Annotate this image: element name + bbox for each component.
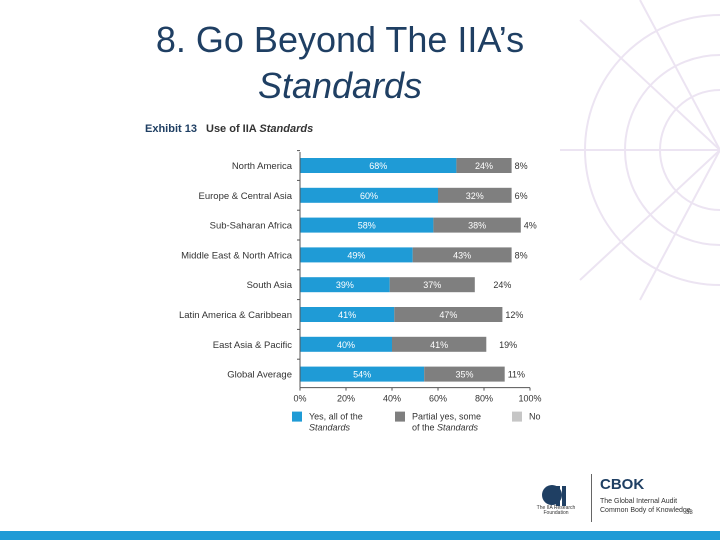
slide-title: 8. Go Beyond The IIA’s <box>155 19 525 60</box>
bar-segment <box>392 336 487 352</box>
logo-divider <box>591 474 592 522</box>
data-label: 11% <box>508 370 525 380</box>
iia-foundation-text: The IIA Research Foundation <box>536 505 576 516</box>
data-label: 43% <box>453 250 471 260</box>
x-tick-label: 0% <box>293 394 306 404</box>
legend-label-line2: of the Standards <box>412 423 479 433</box>
x-tick-label: 60% <box>429 394 447 404</box>
data-label: 8% <box>515 250 528 260</box>
bar-segment <box>300 217 434 233</box>
bar-segment <box>433 217 521 233</box>
data-label: 58% <box>358 221 376 231</box>
legend-swatch <box>395 411 405 422</box>
legend-swatch <box>512 411 522 422</box>
legend-swatch <box>292 411 302 422</box>
cbok-wordmark: CBOK <box>600 476 645 493</box>
data-label: 40% <box>337 340 355 350</box>
bar-segment <box>456 158 512 173</box>
data-label: 37% <box>423 280 441 290</box>
x-tick-label: 40% <box>383 394 401 404</box>
data-label: 41% <box>430 340 448 350</box>
data-label: 60% <box>360 191 378 201</box>
footer-accent-bar <box>0 531 720 540</box>
data-label: 49% <box>347 250 365 260</box>
bar-segment <box>394 307 503 322</box>
data-label: 32% <box>466 191 484 201</box>
category-label: Sub-Saharan Africa <box>210 221 293 232</box>
chart-title: Use of IIA Standards <box>206 123 313 135</box>
data-label: 47% <box>439 310 457 320</box>
bar-segment <box>300 187 438 203</box>
data-label: 41% <box>338 310 356 320</box>
data-label: 35% <box>455 370 473 380</box>
legend-label-line2: Standards <box>309 423 351 433</box>
bar-segment <box>300 158 457 173</box>
data-label: 24% <box>475 161 493 171</box>
cbok-subtitle-1: The Global Internal Audit <box>600 498 678 505</box>
category-label: North America <box>232 161 293 172</box>
data-label: 19% <box>499 340 517 350</box>
category-label: Latin America & Caribbean <box>179 310 292 321</box>
cbok-logo: The IIA Research Foundation CBOK The Glo… <box>536 474 710 524</box>
bar-segment <box>424 366 505 382</box>
bar-segment <box>438 187 512 203</box>
legend-label: Yes, all of the <box>309 412 363 422</box>
x-tick-label: 100% <box>518 394 541 404</box>
page-number: 38 <box>686 510 693 516</box>
data-label: 68% <box>369 161 387 171</box>
data-label: 8% <box>515 161 528 171</box>
category-label: East Asia & Pacific <box>213 340 292 351</box>
data-label: 4% <box>524 221 537 231</box>
data-label: 24% <box>493 280 511 290</box>
bar-segment <box>300 336 392 352</box>
x-tick-label: 20% <box>337 394 355 404</box>
bar-segment <box>300 307 395 322</box>
data-label: 39% <box>336 280 354 290</box>
bar-segment <box>412 247 512 263</box>
stacked-bar-chart: Exhibit 13 Use of IIA Standards 68% 24% 8%… <box>140 112 560 448</box>
legend-label: No <box>529 412 541 422</box>
chart-exhibit-label: Exhibit 13 <box>145 123 197 135</box>
x-tick-label: 80% <box>475 394 493 404</box>
iia-logo-icon <box>542 485 566 506</box>
bar-segment <box>300 366 425 382</box>
data-label: 38% <box>468 221 486 231</box>
bar-segment <box>300 277 390 293</box>
cbok-subtitle-2: Common Body of Knowledge <box>600 507 691 514</box>
data-label: 54% <box>353 370 371 380</box>
slide-title-italic: Standards <box>257 65 423 106</box>
bar-segment <box>389 277 475 293</box>
category-label: Global Average <box>227 370 292 381</box>
data-label: 6% <box>515 191 528 201</box>
data-label: 12% <box>505 310 523 320</box>
category-label: Europe & Central Asia <box>199 191 293 202</box>
category-label: South Asia <box>247 280 293 291</box>
bar-segment <box>300 247 413 263</box>
legend-label: Partial yes, some <box>412 412 481 422</box>
category-label: Middle East & North Africa <box>181 250 293 261</box>
